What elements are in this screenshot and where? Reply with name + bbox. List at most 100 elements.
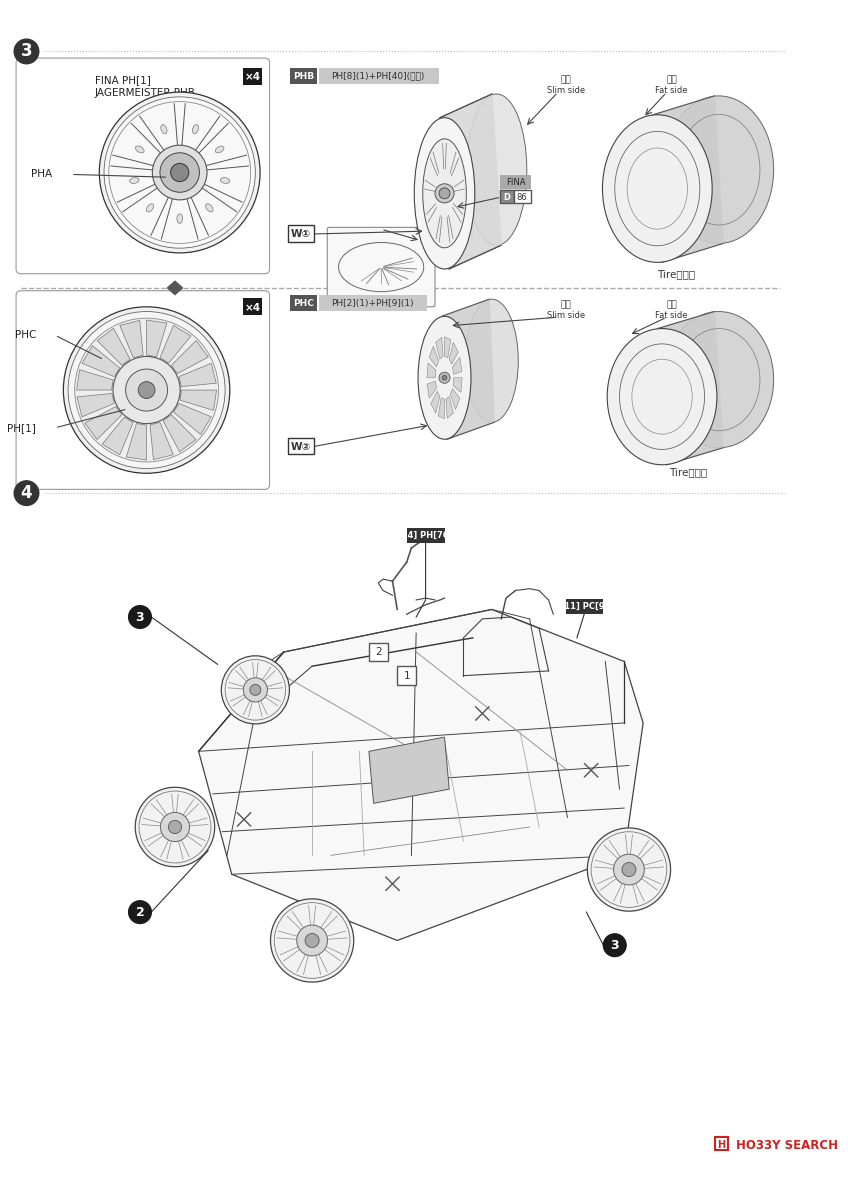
Text: 1: 1 xyxy=(404,671,410,680)
Circle shape xyxy=(622,863,636,876)
Text: F[4] PH[76]: F[4] PH[76] xyxy=(399,532,453,540)
Text: PHB: PHB xyxy=(293,72,314,80)
FancyBboxPatch shape xyxy=(319,67,439,84)
Ellipse shape xyxy=(664,96,773,244)
Circle shape xyxy=(64,307,230,473)
Text: 2: 2 xyxy=(375,647,382,658)
Text: 2: 2 xyxy=(136,906,144,919)
Polygon shape xyxy=(453,378,462,392)
Polygon shape xyxy=(180,390,216,410)
FancyBboxPatch shape xyxy=(369,642,388,661)
FancyBboxPatch shape xyxy=(287,438,314,455)
Text: ×4: ×4 xyxy=(244,72,260,82)
Polygon shape xyxy=(453,358,462,374)
Circle shape xyxy=(305,934,319,948)
FancyBboxPatch shape xyxy=(290,294,317,311)
Polygon shape xyxy=(429,346,438,367)
Circle shape xyxy=(297,925,327,956)
Ellipse shape xyxy=(205,204,213,212)
Text: W②: W② xyxy=(291,442,311,451)
Text: 厚い: 厚い xyxy=(667,300,677,310)
Text: Fat side: Fat side xyxy=(656,311,688,320)
Text: FINA PH[1]: FINA PH[1] xyxy=(95,74,150,85)
Polygon shape xyxy=(85,407,122,439)
Ellipse shape xyxy=(415,118,475,269)
Text: JAGERMEISTER PHB: JAGERMEISTER PHB xyxy=(95,88,195,98)
Circle shape xyxy=(271,899,354,982)
FancyBboxPatch shape xyxy=(243,299,262,316)
Circle shape xyxy=(75,318,219,462)
FancyBboxPatch shape xyxy=(566,599,604,614)
FancyBboxPatch shape xyxy=(319,294,427,311)
FancyBboxPatch shape xyxy=(243,67,262,84)
Polygon shape xyxy=(446,396,454,418)
Polygon shape xyxy=(77,394,114,416)
Polygon shape xyxy=(658,312,723,464)
Ellipse shape xyxy=(607,329,717,464)
Text: Tireタイヤ: Tireタイヤ xyxy=(657,269,695,278)
FancyBboxPatch shape xyxy=(715,1138,728,1151)
Text: PHA: PHA xyxy=(31,169,52,179)
Text: 4: 4 xyxy=(20,484,32,502)
Circle shape xyxy=(160,152,199,192)
Polygon shape xyxy=(126,424,147,460)
Polygon shape xyxy=(440,94,501,269)
Text: PHC: PHC xyxy=(14,330,36,340)
Circle shape xyxy=(104,97,255,248)
Circle shape xyxy=(439,372,450,383)
Ellipse shape xyxy=(435,184,454,203)
Polygon shape xyxy=(198,610,643,941)
Text: PH[8](1)+PH[40](少量): PH[8](1)+PH[40](少量) xyxy=(332,72,425,80)
FancyBboxPatch shape xyxy=(287,226,314,241)
Polygon shape xyxy=(449,342,458,365)
FancyBboxPatch shape xyxy=(16,58,270,274)
Text: 3: 3 xyxy=(20,42,32,60)
Circle shape xyxy=(14,481,39,505)
Ellipse shape xyxy=(602,115,712,263)
Polygon shape xyxy=(444,337,451,358)
Circle shape xyxy=(138,382,155,398)
Text: 3: 3 xyxy=(136,611,144,624)
Ellipse shape xyxy=(192,125,198,133)
Polygon shape xyxy=(438,398,444,419)
FancyBboxPatch shape xyxy=(397,666,416,685)
Polygon shape xyxy=(163,415,196,451)
Polygon shape xyxy=(147,320,167,356)
Polygon shape xyxy=(76,370,113,390)
Text: Tireタイヤ: Tireタイヤ xyxy=(669,467,707,478)
Polygon shape xyxy=(160,325,191,362)
FancyBboxPatch shape xyxy=(327,227,435,307)
FancyBboxPatch shape xyxy=(500,190,514,203)
Ellipse shape xyxy=(422,139,466,247)
Text: 厚い: 厚い xyxy=(667,76,677,84)
Ellipse shape xyxy=(220,178,230,184)
Text: PHC: PHC xyxy=(293,299,314,307)
Polygon shape xyxy=(174,403,211,434)
Circle shape xyxy=(614,854,644,884)
Circle shape xyxy=(170,163,189,181)
Ellipse shape xyxy=(418,317,471,439)
Polygon shape xyxy=(98,329,130,365)
Polygon shape xyxy=(653,96,723,263)
Circle shape xyxy=(153,145,207,200)
Circle shape xyxy=(588,828,671,911)
Ellipse shape xyxy=(136,146,144,152)
Circle shape xyxy=(169,821,181,834)
Circle shape xyxy=(129,901,151,924)
Text: FINA: FINA xyxy=(505,179,525,187)
Text: HO33Y SEARCH: HO33Y SEARCH xyxy=(736,1139,838,1152)
Text: ×4: ×4 xyxy=(244,302,260,313)
Polygon shape xyxy=(450,389,460,409)
Text: W①: W① xyxy=(291,229,311,239)
Circle shape xyxy=(99,92,260,253)
Polygon shape xyxy=(171,341,209,373)
Circle shape xyxy=(113,356,180,424)
Ellipse shape xyxy=(130,178,139,184)
Text: 薄い: 薄い xyxy=(561,300,571,310)
FancyBboxPatch shape xyxy=(500,175,531,188)
Text: PH[1]: PH[1] xyxy=(7,422,36,433)
Circle shape xyxy=(126,370,168,412)
FancyBboxPatch shape xyxy=(16,290,270,490)
Circle shape xyxy=(14,40,39,64)
Circle shape xyxy=(243,678,267,702)
